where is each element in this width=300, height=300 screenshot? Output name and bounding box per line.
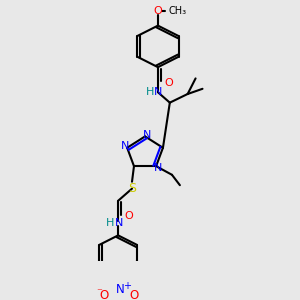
- Text: N: N: [115, 218, 123, 228]
- Text: H: H: [106, 218, 114, 228]
- Text: N: N: [116, 283, 124, 296]
- Text: O: O: [129, 290, 139, 300]
- Text: N: N: [154, 163, 162, 173]
- Text: CH₃: CH₃: [169, 6, 187, 16]
- Text: N: N: [143, 130, 151, 140]
- Text: H: H: [146, 87, 154, 97]
- Text: O: O: [125, 211, 134, 221]
- Text: N: N: [154, 87, 162, 97]
- Text: N: N: [121, 141, 129, 151]
- Text: O: O: [164, 78, 173, 88]
- Text: O: O: [154, 6, 162, 16]
- Text: +: +: [123, 280, 131, 291]
- Text: O: O: [100, 290, 109, 300]
- Text: S: S: [128, 182, 136, 195]
- Text: ⁻: ⁻: [96, 287, 102, 298]
